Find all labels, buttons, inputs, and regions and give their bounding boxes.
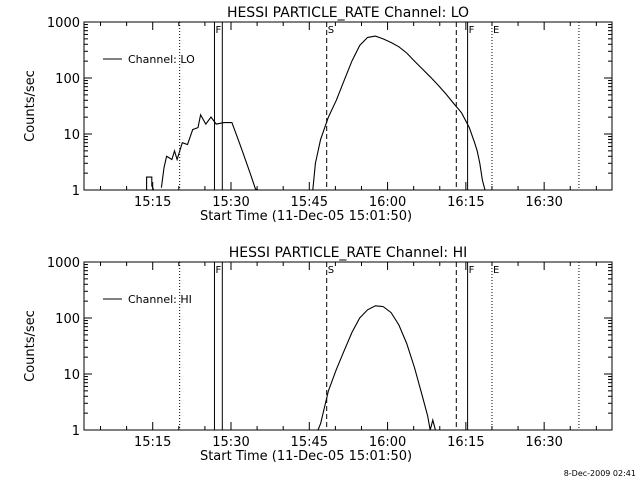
panel-0-x-tick-label-2: 15:45 xyxy=(291,195,328,210)
panel-0-series-0-segment-1 xyxy=(160,113,259,190)
panel-1-y-tick-label-1: 10 xyxy=(63,368,80,383)
panel-1-x-tick-label-4: 16:15 xyxy=(447,435,484,450)
panel-1-x-axis-label: Start Time (11-Dec-05 15:01:50) xyxy=(200,449,412,464)
panel-0-x-tick-label-1: 15:30 xyxy=(212,195,249,210)
panel-0-y-tick-label-2: 100 xyxy=(55,72,80,87)
panel-0-legend-label: Channel: LO xyxy=(128,53,195,66)
panel-1-y-tick-label-2: 100 xyxy=(55,312,80,327)
panel-0-x-tick-label-0: 15:15 xyxy=(134,195,171,210)
panel-0-plot-content xyxy=(84,22,580,190)
panel-1-plot-content xyxy=(84,262,580,430)
panel-1-legend-label: Channel: HI xyxy=(128,293,192,306)
panel-1-marker-label-2: F xyxy=(215,265,221,276)
panel-1-x-tick-label-1: 15:30 xyxy=(212,435,249,450)
panel-0-y-tick-label-0: 1 xyxy=(72,184,80,199)
panel-1-x-tick-label-5: 16:30 xyxy=(525,435,562,450)
panel-1-x-tick-label-2: 15:45 xyxy=(291,435,328,450)
panel-1-y-tick-label-3: 1000 xyxy=(47,256,80,271)
panel-0-chart-title: HESSI PARTICLE_RATE Channel: LO xyxy=(227,5,469,21)
panel-1-y-axis-label: Counts/sec xyxy=(23,310,38,382)
panel-0-marker-label-7: E xyxy=(493,25,499,36)
panel-0-marker-label-2: F xyxy=(215,25,221,36)
panel-1-x-tick-label-0: 15:15 xyxy=(134,435,171,450)
panel-1-marker-label-7: E xyxy=(493,265,499,276)
panel-0-marker-label-4: S xyxy=(328,25,334,36)
panel-0-y-axis-label: Counts/sec xyxy=(23,70,38,142)
panel-hi: HESSI PARTICLE_RATE Channel: HIF S F E11010… xyxy=(23,245,613,464)
panel-1-plot-frame xyxy=(83,261,613,431)
panel-1-y-tick-label-0: 1 xyxy=(72,424,80,439)
panel-0-x-tick-label-4: 16:15 xyxy=(447,195,484,210)
panel-1-x-tick-label-3: 16:00 xyxy=(369,435,406,450)
panel-0-x-tick-label-3: 16:00 xyxy=(369,195,406,210)
panel-0-marker-label-6: F xyxy=(469,25,475,36)
panel-1-series-0-segment-0 xyxy=(317,305,436,430)
generation-timestamp: 8-Dec-2009 02:41 xyxy=(564,469,636,478)
panel-1-marker-label-6: F xyxy=(469,265,475,276)
panel-0-y-tick-label-3: 1000 xyxy=(47,16,80,31)
panel-0-series-0-segment-2 xyxy=(310,35,486,190)
panel-0-y-tick-label-1: 10 xyxy=(63,128,80,143)
panel-0-plot-frame xyxy=(83,21,613,191)
panel-0-x-axis-label: Start Time (11-Dec-05 15:01:50) xyxy=(200,209,412,224)
panel-lo: HESSI PARTICLE_RATE Channel: LOF S F E11010… xyxy=(23,5,613,224)
panel-0-x-tick-label-5: 16:30 xyxy=(525,195,562,210)
panel-1-marker-label-4: S xyxy=(328,265,334,276)
panel-1-chart-title: HESSI PARTICLE_RATE Channel: HI xyxy=(229,245,467,261)
